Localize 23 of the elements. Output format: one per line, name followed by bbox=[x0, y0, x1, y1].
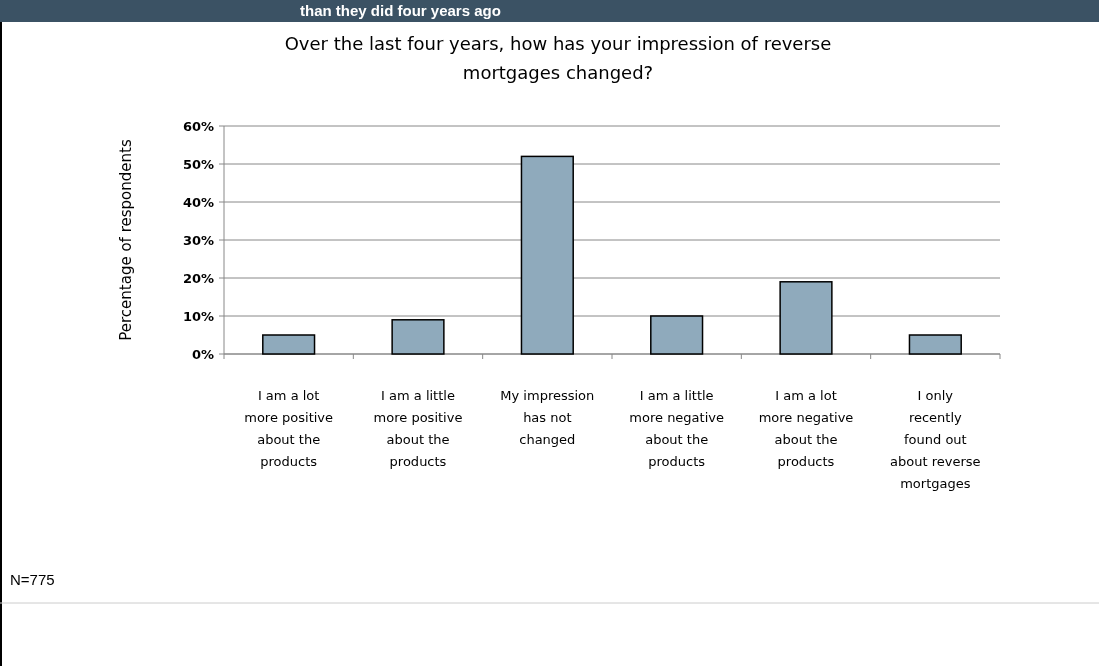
bar bbox=[262, 334, 316, 355]
text: N=775 bbox=[10, 571, 55, 588]
x-tick-label: I only recently found out about reverse mortgages bbox=[890, 388, 981, 491]
bar bbox=[650, 315, 704, 355]
bar bbox=[391, 319, 445, 355]
x-tick-label: I am a lot more positive about the products bbox=[244, 388, 334, 469]
bar bbox=[908, 334, 962, 355]
bar bbox=[779, 281, 833, 355]
y-tick-label: 50% bbox=[182, 156, 214, 172]
y-tick-label: 0% bbox=[191, 346, 214, 362]
y-tick-label: 20% bbox=[182, 270, 214, 286]
y-tick-label: 10% bbox=[182, 308, 214, 324]
x-tick-label: I am a little more positive about the products bbox=[373, 388, 463, 469]
y-tick-label: 30% bbox=[182, 232, 214, 248]
x-tick-label: My impression has not changed bbox=[500, 388, 595, 447]
y-tick-label: 40% bbox=[182, 194, 214, 210]
y-axis-title: Percentage of respondents bbox=[117, 139, 135, 341]
bar bbox=[520, 155, 574, 355]
x-tick-label: I am a little more negative about the products bbox=[629, 388, 724, 469]
chart-title: Over the last four years, how has your impression of reverse mortgages changed? bbox=[284, 33, 832, 83]
x-tick-label: I am a lot more negative about the products bbox=[758, 388, 854, 469]
chart-subtitle: than they did four years ago bbox=[300, 2, 501, 19]
y-tick-label: 60% bbox=[182, 118, 214, 134]
